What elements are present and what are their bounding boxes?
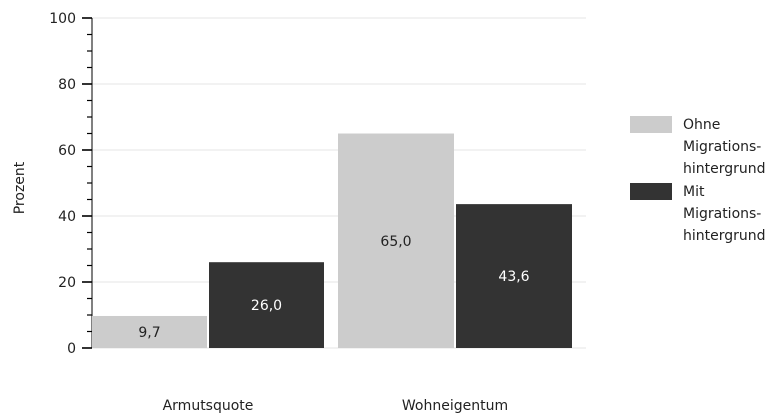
- bar-ohne-wohneigentum: [338, 133, 454, 348]
- y-ticks: 0 20 40 60 80 100: [49, 11, 92, 357]
- bar-value-label: 26,0: [251, 298, 282, 314]
- category-labels: Armutsquote Wohneigentum: [163, 398, 509, 414]
- y-tick-label: 80: [58, 77, 76, 93]
- bar-mit-armutsquote: [209, 262, 324, 348]
- y-axis-label: Prozent: [12, 161, 28, 214]
- legend-swatch: [630, 116, 672, 133]
- y-tick-label: 40: [58, 209, 76, 225]
- legend-label: Ohne: [683, 117, 720, 133]
- y-tick-label: 0: [67, 341, 76, 357]
- bar-value-label: 65,0: [380, 234, 411, 250]
- legend-label: hintergrund: [683, 228, 766, 244]
- y-tick-label: 60: [58, 143, 76, 159]
- legend-label: hintergrund: [683, 161, 766, 177]
- y-tick-label: 20: [58, 275, 76, 291]
- y-tick-label: 100: [49, 11, 76, 27]
- bar-mit-wohneigentum: [456, 204, 572, 348]
- bar-ohne-armutsquote: [92, 315, 207, 348]
- legend-swatch: [630, 183, 672, 200]
- legend-label: Migrations-: [683, 206, 761, 222]
- bar-value-label: 9,7: [138, 325, 160, 341]
- category-label: Armutsquote: [163, 398, 254, 414]
- legend-label: Mit: [683, 184, 705, 200]
- legend: Ohne Migrations-hintergrund Mit Migrations-…: [630, 116, 766, 244]
- legend-label: Migrations-: [683, 139, 761, 155]
- category-label: Wohneigentum: [402, 398, 508, 414]
- bar-labels: 9,7 26,0 65,0 43,6: [138, 234, 529, 341]
- bar-value-label: 43,6: [498, 269, 529, 285]
- bars: [92, 133, 572, 348]
